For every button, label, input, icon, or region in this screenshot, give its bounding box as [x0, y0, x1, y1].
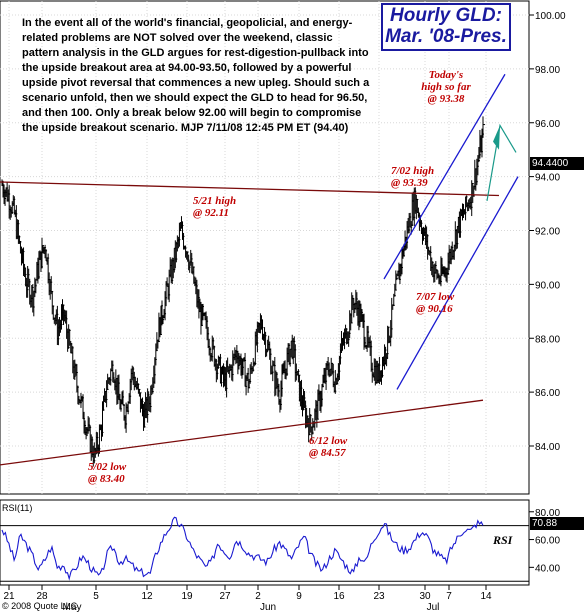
annotation-text: @ 92.11 [193, 207, 229, 219]
x-tick-label: 21 [3, 591, 15, 602]
x-tick-label: 16 [333, 591, 345, 602]
annotation-text: 6/12 low [309, 435, 348, 447]
x-tick-label: 14 [480, 591, 492, 602]
x-tick-label: 5 [93, 591, 99, 602]
chart-title-line1: Hourly GLD: [390, 5, 502, 26]
annotation-text: @ 93.39 [391, 177, 428, 189]
annotation-text: 5/02 low [88, 461, 127, 473]
rsi-panel-label: RSI(11) [2, 503, 33, 513]
price-y-axis: 84.00 86.00 88.00 90.00 92.00 94.00 96.00 98.00… [529, 11, 566, 453]
rsi-title: RSI [493, 533, 513, 547]
trendline-lower-support [0, 399, 484, 466]
trendline-upper-channel [383, 73, 506, 280]
x-tick-label: 2 [255, 591, 261, 602]
rsi-y-axis: 40.00 60.00 80.00 [529, 508, 560, 574]
commentary-text: In the event all of the world's financia… [22, 17, 370, 134]
annotation-text: 7/02 high [391, 165, 434, 177]
last-price-badge: 94.4400 [530, 157, 584, 170]
rsi-tick-label: 40.00 [535, 563, 560, 574]
x-tick-label: 7 [446, 591, 452, 602]
price-bars [1, 116, 485, 467]
trendline-horizontal-resistance [0, 181, 500, 197]
rsi-tick-label: 60.00 [535, 536, 560, 547]
price-tick-label: 90.00 [535, 280, 560, 291]
annotation-text: high so far [421, 81, 471, 93]
annotation-text: 7/07 low [416, 291, 455, 303]
chart-title-box: Hourly GLD: Mar. '08-Pres. [381, 3, 511, 51]
price-tick-label: 88.00 [535, 334, 560, 345]
x-tick-label: 19 [181, 591, 193, 602]
grid [0, 1, 529, 494]
rsi-panel [0, 499, 530, 586]
x-month-label: Jun [260, 602, 276, 613]
price-tick-label: 84.00 [535, 442, 560, 453]
annotation-text: @ 83.40 [88, 473, 125, 485]
price-tick-label: 98.00 [535, 65, 560, 76]
x-month-label: Jul [427, 602, 440, 613]
projection-arrow-head [493, 125, 500, 150]
x-tick-label: 28 [36, 591, 48, 602]
x-tick-label: 12 [141, 591, 153, 602]
price-panel [0, 0, 530, 495]
chart-title-line2: Mar. '08-Pres. [385, 26, 507, 47]
x-month-label: May [63, 602, 82, 613]
rsi-tick-label: 80.00 [535, 508, 560, 519]
annotation-text: @ 84.57 [309, 447, 346, 459]
rsi-series-line [1, 516, 484, 581]
price-tick-label: 94.00 [535, 173, 560, 184]
annotation-text: @ 93.38 [428, 93, 465, 105]
rsi-line [0, 516, 529, 582]
trendline-lower-channel [396, 176, 519, 390]
trendlines [0, 73, 519, 466]
annotation-text: Today's [429, 69, 463, 81]
price-tick-label: 92.00 [535, 227, 560, 238]
x-tick-label: 30 [419, 591, 431, 602]
rsi-value-badge: 70.88 [530, 517, 584, 530]
annotation-text: @ 90.16 [416, 303, 453, 315]
price-tick-label: 86.00 [535, 388, 560, 399]
x-tick-label: 27 [219, 591, 231, 602]
copyright-text: © 2008 Quote LLC [2, 601, 78, 611]
annotation-text: 5/21 high [193, 195, 236, 207]
x-tick-label: 23 [373, 591, 385, 602]
price-tick-label: 96.00 [535, 119, 560, 130]
x-tick-label: 9 [296, 591, 302, 602]
price-tick-label: 100.00 [535, 11, 566, 22]
x-axis: 21 28 5 12 19 27 2 9 16 23 30 7 14 May Jun Jul [3, 585, 492, 613]
